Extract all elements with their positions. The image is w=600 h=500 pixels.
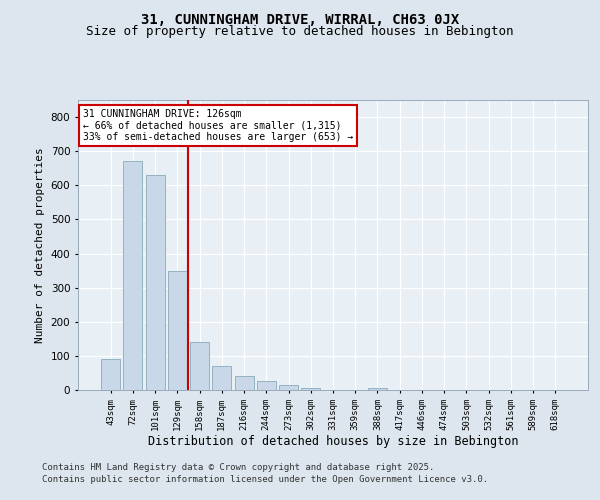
Bar <box>368 388 387 390</box>
X-axis label: Distribution of detached houses by size in Bebington: Distribution of detached houses by size … <box>148 436 518 448</box>
Bar <box>168 270 187 390</box>
Bar <box>257 382 276 390</box>
Bar <box>279 385 298 390</box>
Bar <box>101 360 120 390</box>
Bar <box>235 376 254 390</box>
Bar <box>146 175 164 390</box>
Bar <box>301 388 320 390</box>
Text: Size of property relative to detached houses in Bebington: Size of property relative to detached ho… <box>86 25 514 38</box>
Text: 31 CUNNINGHAM DRIVE: 126sqm
← 66% of detached houses are smaller (1,315)
33% of : 31 CUNNINGHAM DRIVE: 126sqm ← 66% of det… <box>83 108 353 142</box>
Bar <box>190 342 209 390</box>
Bar <box>124 162 142 390</box>
Text: Contains public sector information licensed under the Open Government Licence v3: Contains public sector information licen… <box>42 475 488 484</box>
Text: 31, CUNNINGHAM DRIVE, WIRRAL, CH63 0JX: 31, CUNNINGHAM DRIVE, WIRRAL, CH63 0JX <box>141 12 459 26</box>
Bar <box>212 366 231 390</box>
Y-axis label: Number of detached properties: Number of detached properties <box>35 147 45 343</box>
Text: Contains HM Land Registry data © Crown copyright and database right 2025.: Contains HM Land Registry data © Crown c… <box>42 462 434 471</box>
